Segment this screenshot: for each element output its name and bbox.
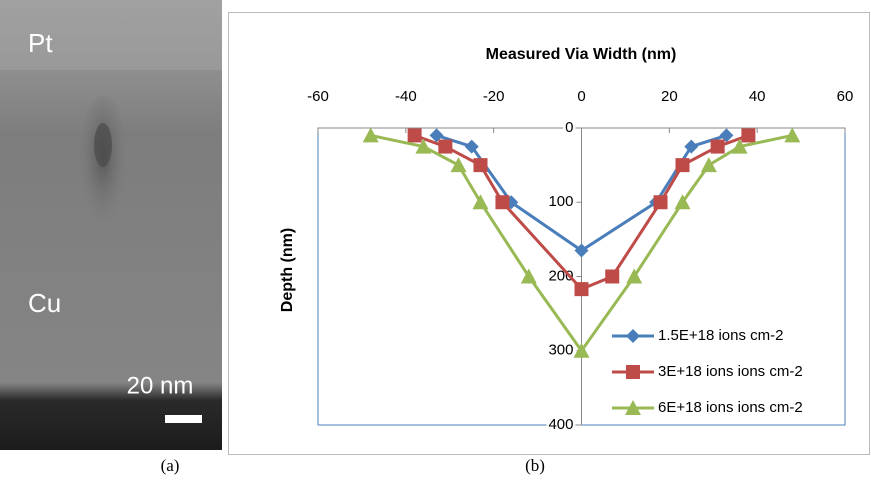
marker [429, 128, 444, 143]
tick-label-bg [546, 415, 576, 433]
tick-label-bg [546, 193, 576, 211]
layer-label: Pt [28, 28, 53, 58]
marker [674, 194, 691, 210]
marker [495, 195, 510, 210]
marker [472, 194, 489, 210]
x-tick-label: -60 [307, 88, 329, 105]
layer-label: Cu [28, 288, 61, 318]
void [94, 123, 112, 167]
marker [473, 158, 488, 173]
marker [784, 127, 801, 143]
marker [407, 128, 422, 143]
marker [415, 138, 432, 154]
marker [450, 157, 467, 173]
marker [605, 269, 620, 284]
marker [520, 268, 537, 284]
marker [741, 128, 756, 143]
legend-marker [626, 329, 640, 343]
scale-bar [165, 415, 202, 423]
x-tick-label: -40 [395, 88, 417, 105]
legend-marker [626, 365, 640, 379]
series-line [414, 134, 749, 291]
legend-marker [625, 400, 641, 415]
y-tick-label: 400 [548, 416, 573, 433]
marker [574, 282, 589, 297]
marker [719, 128, 734, 143]
legend-label: 3E+18 ions ions cm-2 [658, 363, 803, 380]
marker [700, 157, 717, 173]
y-tick-label: 100 [548, 193, 573, 210]
tick-label-bg [563, 118, 576, 136]
via [77, 95, 129, 245]
y-tick-label: 300 [548, 342, 573, 359]
marker [675, 158, 690, 173]
chart-title: Measured Via Width (nm) [486, 46, 677, 63]
marker [710, 139, 725, 154]
marker [573, 342, 590, 358]
pt-layer [0, 0, 222, 70]
y-tick-label: 0 [565, 119, 573, 136]
x-tick-label: 40 [749, 88, 766, 105]
chart-area [228, 12, 870, 455]
tick-label-bg [546, 341, 576, 359]
caption: (b) [525, 456, 545, 475]
marker [684, 139, 699, 154]
tick-label-bg [546, 267, 576, 285]
marker [731, 138, 748, 154]
legend-label: 1.5E+18 ions cm-2 [658, 327, 784, 344]
y-axis-title: Depth (nm) [279, 228, 296, 312]
marker [574, 243, 589, 258]
marker [626, 268, 643, 284]
marker [362, 127, 379, 143]
marker [653, 195, 668, 210]
marker [438, 139, 453, 154]
caption: (a) [161, 456, 180, 475]
x-tick-label: -20 [483, 88, 505, 105]
scale-label: 20 nm [127, 372, 194, 399]
marker [464, 139, 479, 154]
x-tick-label: 20 [661, 88, 678, 105]
x-tick-label: 0 [577, 88, 585, 105]
legend-label: 6E+18 ions ions cm-2 [658, 399, 803, 416]
x-tick-label: 60 [837, 88, 854, 105]
